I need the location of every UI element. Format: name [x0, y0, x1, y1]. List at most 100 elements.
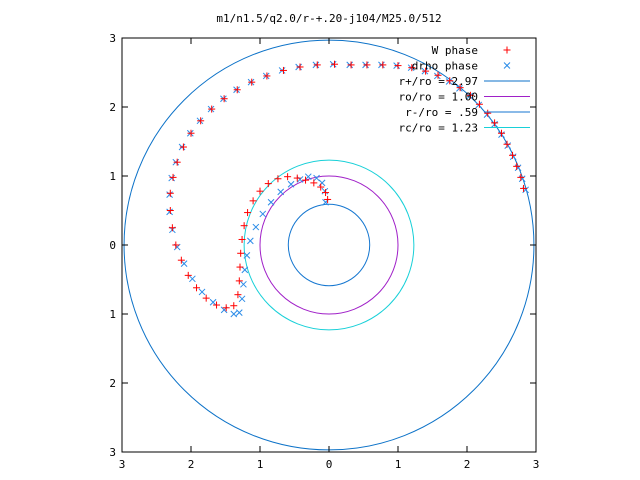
legend-sample	[503, 46, 511, 54]
w-phase-point	[184, 271, 192, 279]
w-phase-point	[484, 109, 492, 117]
legend-label: W phase	[432, 44, 478, 57]
legend-label: rc/ro = 1.23	[399, 122, 478, 135]
w-phase-point	[235, 277, 243, 285]
drho-phase-point	[433, 72, 441, 80]
drho-phase-point	[321, 187, 329, 195]
w-phase-point	[434, 71, 442, 79]
w-phase-point	[213, 301, 221, 309]
w-phase-point	[187, 129, 195, 137]
x-axis-ticks: 3 2 1 0 1 2 3	[119, 38, 539, 471]
circle-ro	[259, 175, 399, 315]
drho-phase-point	[246, 237, 254, 245]
w-phase-point	[408, 64, 416, 72]
w-phase-point	[513, 162, 521, 170]
legend-label: ro/ro = 1.00	[399, 91, 478, 104]
w-phase-point	[193, 284, 201, 292]
chart-title: m1/n1.5/q2.0/r-+.20-j104/M25.0/512	[216, 12, 441, 25]
x-tick-label: 1	[257, 458, 264, 471]
legend-label: r-/ro = .59	[405, 106, 478, 119]
drho-phase-point	[230, 310, 238, 318]
w-phase-point	[248, 78, 256, 86]
drho-phase-point	[240, 280, 247, 288]
drho-phase-point	[483, 111, 491, 118]
drho-phase-point	[504, 142, 512, 149]
w-phase-point	[237, 249, 245, 257]
w-phase-point	[517, 173, 525, 181]
w-phase-point	[503, 140, 511, 148]
w-phase-point	[509, 151, 517, 159]
w-phase-point	[274, 175, 282, 183]
w-phase-point	[169, 173, 177, 181]
w-phase-point	[456, 84, 464, 92]
drho-phase-point	[318, 179, 326, 187]
x-tick-label: 0	[326, 458, 333, 471]
w-phase-point	[279, 66, 287, 74]
drho-phase-point	[168, 174, 176, 182]
w-phase-point	[317, 183, 325, 191]
w-phase-point	[220, 95, 228, 103]
w-phase-point	[238, 235, 246, 243]
y-tick-label: 3	[109, 446, 116, 459]
y-tick-label: 1	[109, 170, 116, 183]
w-phase-point	[466, 91, 474, 99]
drho-phase-point	[518, 175, 526, 183]
w-phase-point	[177, 256, 185, 264]
y-tick-label: 3	[109, 32, 116, 45]
drho-phase-point	[252, 223, 260, 231]
y-tick-label: 0	[109, 239, 116, 252]
w-phase-point	[284, 173, 292, 181]
w-phase-point	[202, 294, 210, 302]
w-phase-point	[331, 60, 339, 68]
drho-phase-point	[189, 275, 196, 283]
drho-phase-point	[198, 288, 206, 296]
w-phase-point	[249, 197, 257, 205]
w-phase-point	[491, 119, 499, 127]
w-phase-point	[293, 174, 301, 182]
drho-phase-point	[466, 92, 474, 100]
x-tick-label: 1	[395, 458, 402, 471]
y-tick-label: 1	[109, 308, 116, 321]
drho-phase-point	[456, 85, 463, 92]
y-tick-label: 2	[109, 377, 116, 390]
drho-phase-point	[166, 208, 173, 216]
w-phase-point	[234, 291, 242, 299]
drho-phase-point	[313, 174, 320, 182]
drho-phase-point	[514, 164, 522, 172]
w-phase-point	[168, 224, 176, 232]
drho-phase-point	[445, 78, 453, 85]
w-phase-points	[166, 60, 528, 312]
w-phase-point	[296, 63, 304, 71]
w-phase-point	[263, 72, 271, 80]
drho-phase-point	[166, 191, 173, 198]
drho-phase-point	[180, 260, 188, 267]
w-phase-point	[256, 187, 264, 195]
w-phase-point	[197, 117, 205, 125]
circle-r-	[287, 203, 371, 287]
w-phase-point	[173, 158, 181, 166]
w-phase-point	[222, 304, 230, 312]
w-phase-point	[172, 241, 180, 249]
y-axis-ticks: 3 2 1 0 1 2 3	[109, 32, 536, 459]
drho-phase-point	[296, 176, 304, 183]
drho-phase-point	[241, 266, 249, 274]
w-phase-point	[422, 67, 430, 75]
w-phase-point	[233, 86, 241, 94]
w-phase-point	[264, 180, 272, 188]
w-phase-point	[240, 222, 248, 230]
circle-rc	[243, 159, 415, 331]
w-phase-point	[236, 263, 244, 271]
w-phase-point	[313, 61, 321, 69]
drho-phase-point	[475, 101, 483, 109]
drho-phase-point	[243, 251, 251, 259]
w-phase-point	[244, 209, 252, 217]
legend-sample	[503, 62, 511, 69]
w-phase-point	[379, 61, 387, 69]
w-phase-point	[166, 207, 174, 214]
legend-label: drho phase	[412, 60, 478, 73]
w-phase-point	[208, 105, 216, 113]
w-phase-point	[324, 195, 332, 203]
drho-phase-point	[509, 153, 517, 161]
w-phase-point	[230, 302, 238, 310]
